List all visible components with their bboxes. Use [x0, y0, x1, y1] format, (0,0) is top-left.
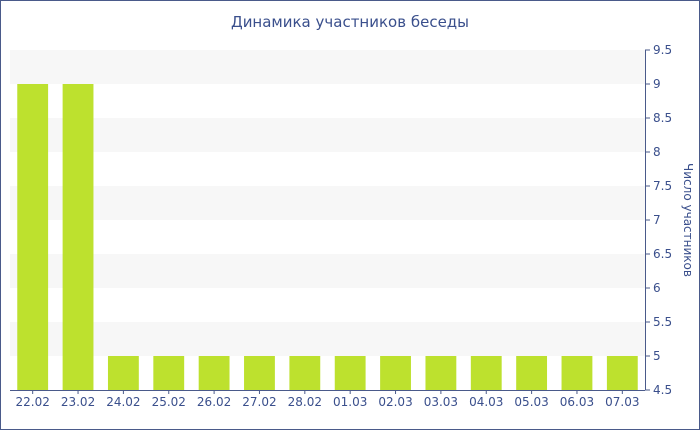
y-tick-label: 9.5 [653, 43, 672, 57]
bar-25.02 [153, 356, 185, 390]
y-axis-title: Число участников [681, 163, 695, 277]
y-tick-label: 7 [653, 213, 661, 227]
x-tick-label: 23.02 [61, 395, 95, 409]
x-tick-label: 26.02 [197, 395, 231, 409]
x-tick-label: 06.03 [560, 395, 594, 409]
y-tick-label: 8.5 [653, 111, 672, 125]
bar-01.03 [334, 356, 366, 390]
bar-07.03 [606, 356, 638, 390]
y-tick-label: 8 [653, 145, 661, 159]
bar-27.02 [244, 356, 275, 390]
x-tick-label: 07.03 [605, 395, 639, 409]
x-tick-label: 28.02 [288, 395, 322, 409]
bar-02.03 [380, 356, 411, 390]
bar-26.02 [198, 356, 230, 390]
y-tick-label: 6 [653, 281, 661, 295]
y-tick-label: 6.5 [653, 247, 672, 261]
grid-band [10, 322, 645, 356]
grid-band [10, 254, 645, 288]
x-tick-label: 02.03 [378, 395, 412, 409]
grid-band [10, 118, 645, 152]
x-tick-label: 01.03 [333, 395, 367, 409]
x-tick-label: 27.02 [242, 395, 276, 409]
grid-band [10, 186, 645, 220]
y-tick-label: 4.5 [653, 383, 672, 397]
bar-22.02 [17, 84, 49, 390]
x-tick-label: 25.02 [152, 395, 186, 409]
grid-band [10, 50, 645, 84]
bar-24.02 [107, 356, 139, 390]
x-ticks: 22.02 23.02 24.02 25.02 26.02 27.02 28.02 01.03… [15, 390, 640, 409]
x-tick-label: 03.03 [424, 395, 458, 409]
bar-06.03 [561, 356, 593, 390]
x-tick-label: 24.02 [106, 395, 140, 409]
y-tick-label: 5 [653, 349, 661, 363]
chart-title: Динамика участников беседы [230, 13, 470, 31]
x-tick-label: 04.03 [469, 395, 503, 409]
bar-28.02 [289, 356, 321, 390]
y-ticks: 4.5 5 5.5 6 6.5 7 7.5 8 8.5 9 9.5 [645, 43, 672, 397]
bars [17, 84, 638, 390]
bar-03.03 [425, 356, 457, 390]
grid-bands [10, 50, 645, 356]
bar-05.03 [516, 356, 548, 390]
y-tick-label: 7.5 [653, 179, 672, 193]
x-tick-label: 22.02 [15, 395, 49, 409]
y-tick-label: 5.5 [653, 315, 672, 329]
bar-23.02 [62, 84, 94, 390]
x-tick-label: 05.03 [514, 395, 548, 409]
bar-04.03 [470, 356, 502, 390]
y-tick-label: 9 [653, 77, 661, 91]
